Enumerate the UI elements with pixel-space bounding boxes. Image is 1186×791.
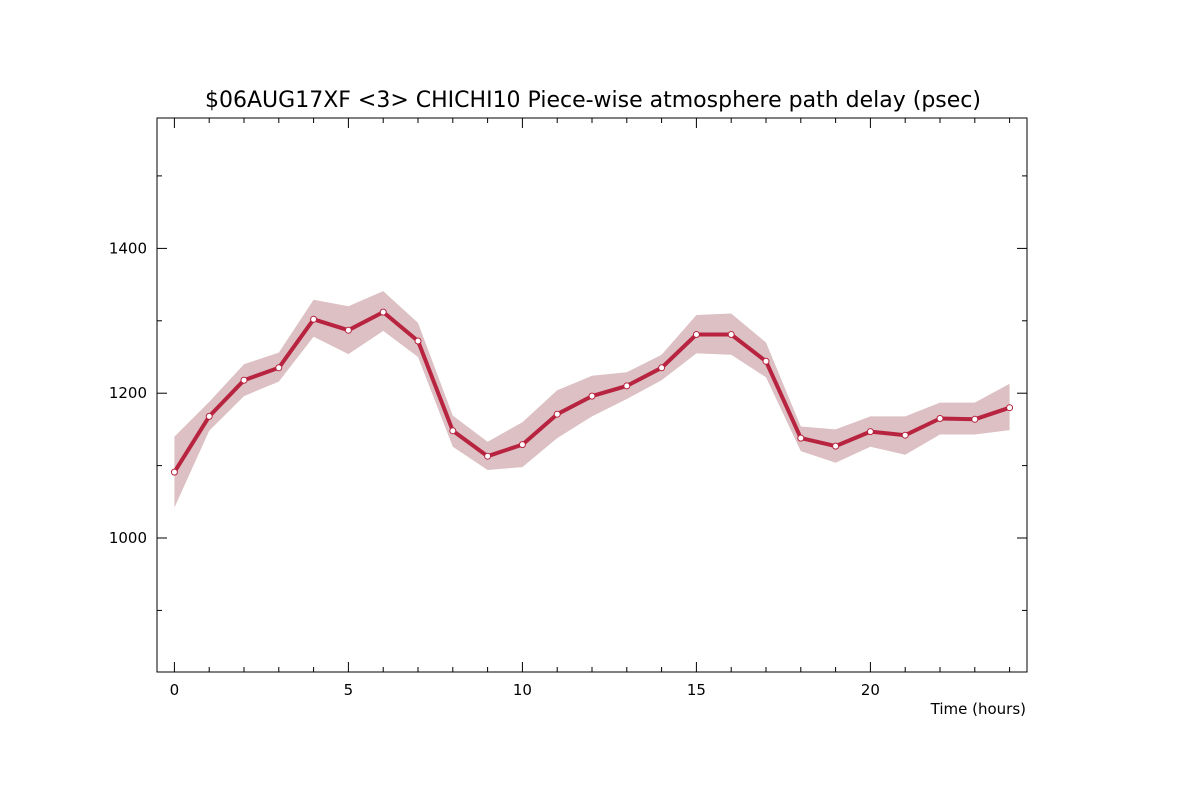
data-point (379, 308, 387, 316)
data-point (205, 412, 213, 420)
data-point (170, 468, 178, 476)
x-tick-label: 20 (861, 681, 880, 699)
data-point (797, 434, 805, 442)
data-point (658, 364, 666, 372)
data-point (866, 428, 874, 436)
y-tick-label: 1400 (109, 239, 147, 257)
data-point (623, 382, 631, 390)
data-point (762, 357, 770, 365)
data-point-layer (170, 308, 1014, 476)
x-tick-label: 0 (170, 681, 180, 699)
data-point (484, 452, 492, 460)
y-axis-ticks: 1000 1200 1400 (109, 175, 1027, 611)
y-tick-label: 1200 (109, 384, 147, 402)
data-point (240, 376, 248, 384)
data-point (518, 441, 526, 449)
data-point (414, 337, 422, 345)
data-point (275, 364, 283, 372)
chart-title: $06AUG17XF <3> CHICHI10 Piece-wise atmos… (205, 88, 981, 113)
data-point (588, 392, 596, 400)
y-tick-label: 1000 (109, 529, 147, 547)
x-tick-label: 10 (513, 681, 532, 699)
data-point (553, 410, 561, 418)
data-point (1006, 404, 1014, 412)
data-point (692, 331, 700, 338)
x-axis-label: Time (hours) (930, 700, 1026, 718)
data-point (971, 415, 979, 423)
data-point (727, 331, 735, 338)
data-point (344, 326, 352, 334)
data-point (310, 315, 318, 323)
x-axis-ticks: 0 5 10 15 20 (170, 118, 1011, 699)
x-tick-label: 15 (687, 681, 706, 699)
data-point (832, 442, 840, 450)
x-tick-label: 5 (344, 681, 354, 699)
data-point (449, 427, 457, 435)
data-point (901, 431, 909, 439)
data-point (936, 415, 944, 422)
